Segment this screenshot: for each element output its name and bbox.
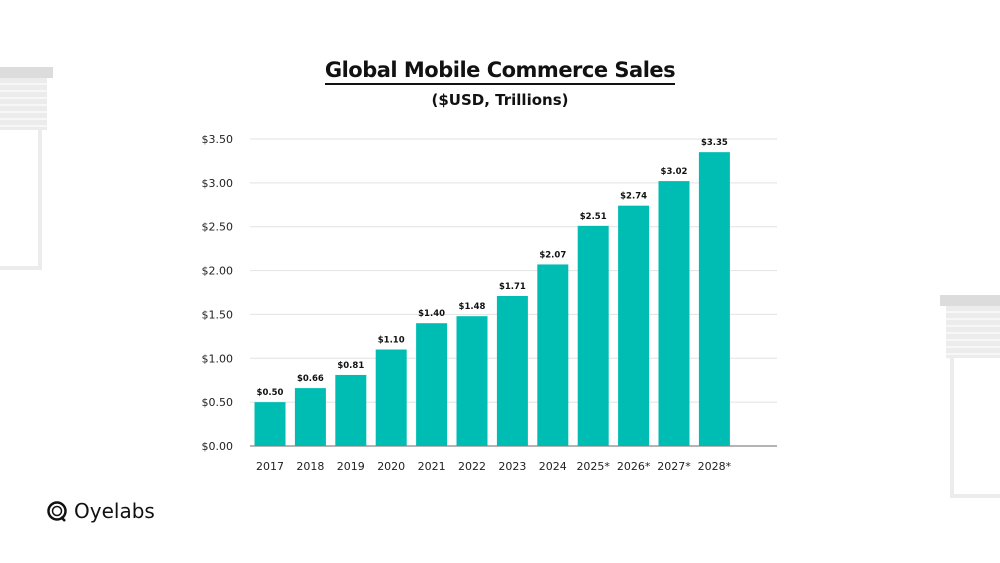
bar [496, 296, 528, 446]
y-tick-label: $1.50 [202, 308, 234, 321]
y-tick-label: $2.00 [202, 265, 234, 278]
y-tick-label: $1.00 [202, 352, 234, 365]
bar [456, 316, 488, 446]
bar [294, 388, 326, 446]
data-label: $0.50 [257, 388, 284, 398]
y-tick-label: $0.50 [202, 396, 234, 409]
x-tick-label: 2027* [657, 460, 691, 473]
data-label: $2.51 [580, 212, 607, 222]
bar [335, 374, 367, 446]
y-tick-label: $3.00 [202, 177, 234, 190]
x-tick-label: 2019 [337, 460, 365, 473]
y-tick-label: $2.50 [202, 221, 234, 234]
x-tick-label: 2026* [617, 460, 651, 473]
bar [416, 323, 448, 446]
x-tick-label: 2022 [458, 460, 486, 473]
data-label: $1.40 [418, 309, 445, 319]
bar [375, 349, 407, 446]
oyelabs-logo-icon [47, 501, 67, 522]
data-label: $1.71 [499, 282, 526, 292]
brand-name: Oyelabs [74, 499, 155, 523]
x-tick-label: 2018 [296, 460, 324, 473]
x-tick-label: 2025* [576, 460, 610, 473]
chart-title: Global Mobile Commerce Sales [0, 58, 1000, 85]
data-label: $0.81 [337, 361, 364, 371]
x-tick-label: 2023 [498, 460, 526, 473]
decorative-window-right [940, 295, 1000, 500]
data-label: $2.74 [620, 192, 647, 202]
bar [698, 152, 730, 446]
bar [254, 402, 286, 446]
y-tick-label: $3.50 [202, 133, 234, 146]
bar [658, 181, 690, 447]
x-tick-label: 2028* [698, 460, 732, 473]
data-label: $2.07 [539, 250, 566, 260]
data-label: $1.10 [378, 336, 405, 346]
y-tick-label: $0.00 [202, 440, 234, 453]
x-tick-label: 2021 [418, 460, 446, 473]
chart-subtitle: ($USD, Trillions) [431, 91, 569, 109]
data-label: $3.02 [661, 167, 688, 177]
x-tick-label: 2017 [256, 460, 284, 473]
data-label: $1.48 [459, 302, 486, 312]
brand-logo: Oyelabs [46, 499, 155, 523]
x-tick-label: 2020 [377, 460, 405, 473]
bar [618, 205, 650, 446]
data-label: $3.35 [701, 138, 728, 148]
bar [537, 264, 569, 446]
bar [577, 225, 609, 446]
decorative-window-left [0, 67, 53, 272]
data-label: $0.66 [297, 374, 324, 384]
x-tick-label: 2024 [539, 460, 567, 473]
